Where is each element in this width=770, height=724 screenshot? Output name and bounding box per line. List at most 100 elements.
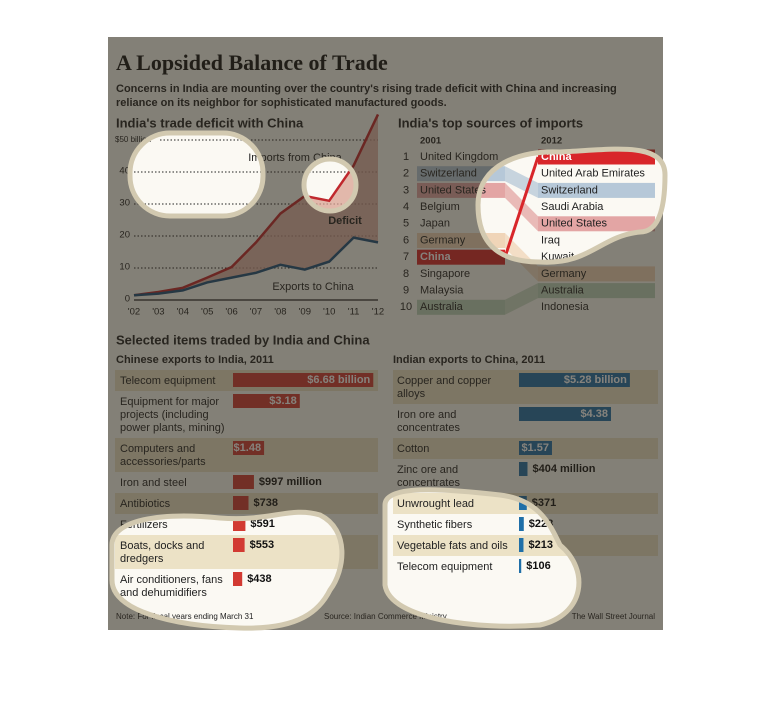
rank-number: 5 [403,218,409,230]
rank-number: 6 [403,234,409,246]
country: Japan [420,218,450,230]
rank-number: 7 [403,251,409,263]
bar [519,462,528,476]
rank-number: 10 [400,301,412,313]
x-tick-label: '12 [372,307,384,318]
rank-number: 9 [403,285,409,297]
country: Germany [420,234,466,246]
rank-number: 8 [403,268,409,280]
y-tick-label: 30 [119,198,130,209]
country: Belgium [420,201,460,213]
category-label: Cotton [397,443,429,455]
value-label: $371 [532,497,556,509]
year-label: 2001 [420,136,442,147]
value-label: $213 [528,539,552,551]
y-tick-label: 10 [119,262,130,273]
value-label: $6.68 billion [307,374,370,386]
x-tick-label: '10 [323,307,335,318]
x-tick-label: '08 [274,307,286,318]
country: Australia [420,301,464,313]
x-tick-label: '02 [128,307,140,318]
country: Switzerland [541,184,598,196]
category-label: Synthetic fibers [397,519,473,531]
rank-number: 3 [403,184,409,196]
bar [519,559,522,573]
country: United Arab Emirates [541,168,645,180]
bar [233,572,243,586]
value-label: $553 [250,539,274,551]
category-label: Antibiotics [120,498,171,510]
x-tick-label: '04 [177,307,189,318]
bar [519,517,524,531]
source: Source: Indian Commerce Ministry [324,612,447,621]
value-label: $3.18 [269,395,297,407]
country: Singapore [420,268,470,280]
bar [233,475,254,489]
country: Australia [541,285,585,297]
country: China [420,251,451,263]
ranking-title: India's top sources of imports [398,115,583,130]
bar [233,538,245,552]
y-tick-label: 40 [119,166,130,177]
category-label: Fertilizers [120,519,168,531]
bar [519,538,524,552]
chart-title: Chinese exports to India, 2011 [116,354,274,366]
category-label: Zinc ore and concentrates [397,464,461,489]
value-label: $228 [529,518,553,530]
category-label: Telecom equipment [120,375,215,387]
title: A Lopsided Balance of Trade [116,50,388,75]
x-tick-label: '05 [201,307,213,318]
subtitle: Concerns in India are mounting over the … [116,83,617,109]
category-label: Computers and accessories/parts [120,443,206,468]
x-tick-label: '09 [299,307,311,318]
series-label: Imports from China [248,152,342,164]
country: United States [420,184,487,196]
value-label: $438 [247,573,271,585]
rank-number: 4 [403,201,409,213]
x-tick-label: '03 [152,307,164,318]
value-label: $404 million [532,463,595,475]
year-label: 2012 [541,136,562,147]
country: United States [541,218,608,230]
x-tick-label: '06 [225,307,237,318]
country: United Kingdom [420,151,498,163]
value-label: $591 [250,518,274,530]
value-label: $738 [253,497,277,509]
y-tick-label: 20 [119,230,130,241]
note: Note: For fiscal years ending March 31 [116,612,254,621]
bar [519,496,527,510]
value-label: $997 million [259,476,322,488]
category-label: Telecom equipment [397,561,492,573]
category-label: Iron and steel [120,477,187,489]
category-label: Vegetable fats and oils [397,540,508,552]
section-title: Selected items traded by India and China [116,332,370,347]
country: Malaysia [420,285,464,297]
bar [233,517,246,531]
country: Switzerland [420,168,477,180]
y-tick-label: $50 billion [115,135,151,144]
rank-number: 1 [403,151,409,163]
annotation: Deficit [328,215,362,227]
rank-number: 2 [403,168,409,180]
series-label: Exports to China [272,281,354,293]
x-tick-label: '07 [250,307,262,318]
category-label: Equipment for major projects (including … [120,396,225,434]
bar [233,496,249,510]
y-tick-label: 0 [125,294,130,305]
chart-title: India's trade deficit with China [116,115,304,130]
country: Germany [541,268,587,280]
credit: The Wall Street Journal [572,612,656,621]
value-label: $1.48 [234,442,262,454]
country: Kuwait [541,251,574,263]
country: Saudi Arabia [541,201,604,213]
value-label: $4.38 [580,408,608,420]
value-label: $106 [526,560,550,572]
value-label: $1.57 [521,442,549,454]
chart-title: Indian exports to China, 2011 [393,354,545,366]
country: Iraq [541,234,560,246]
value-label: $5.28 billion [564,374,627,386]
country: China [541,151,572,163]
x-tick-label: '11 [348,307,360,318]
category-label: Unwrought lead [397,498,474,510]
